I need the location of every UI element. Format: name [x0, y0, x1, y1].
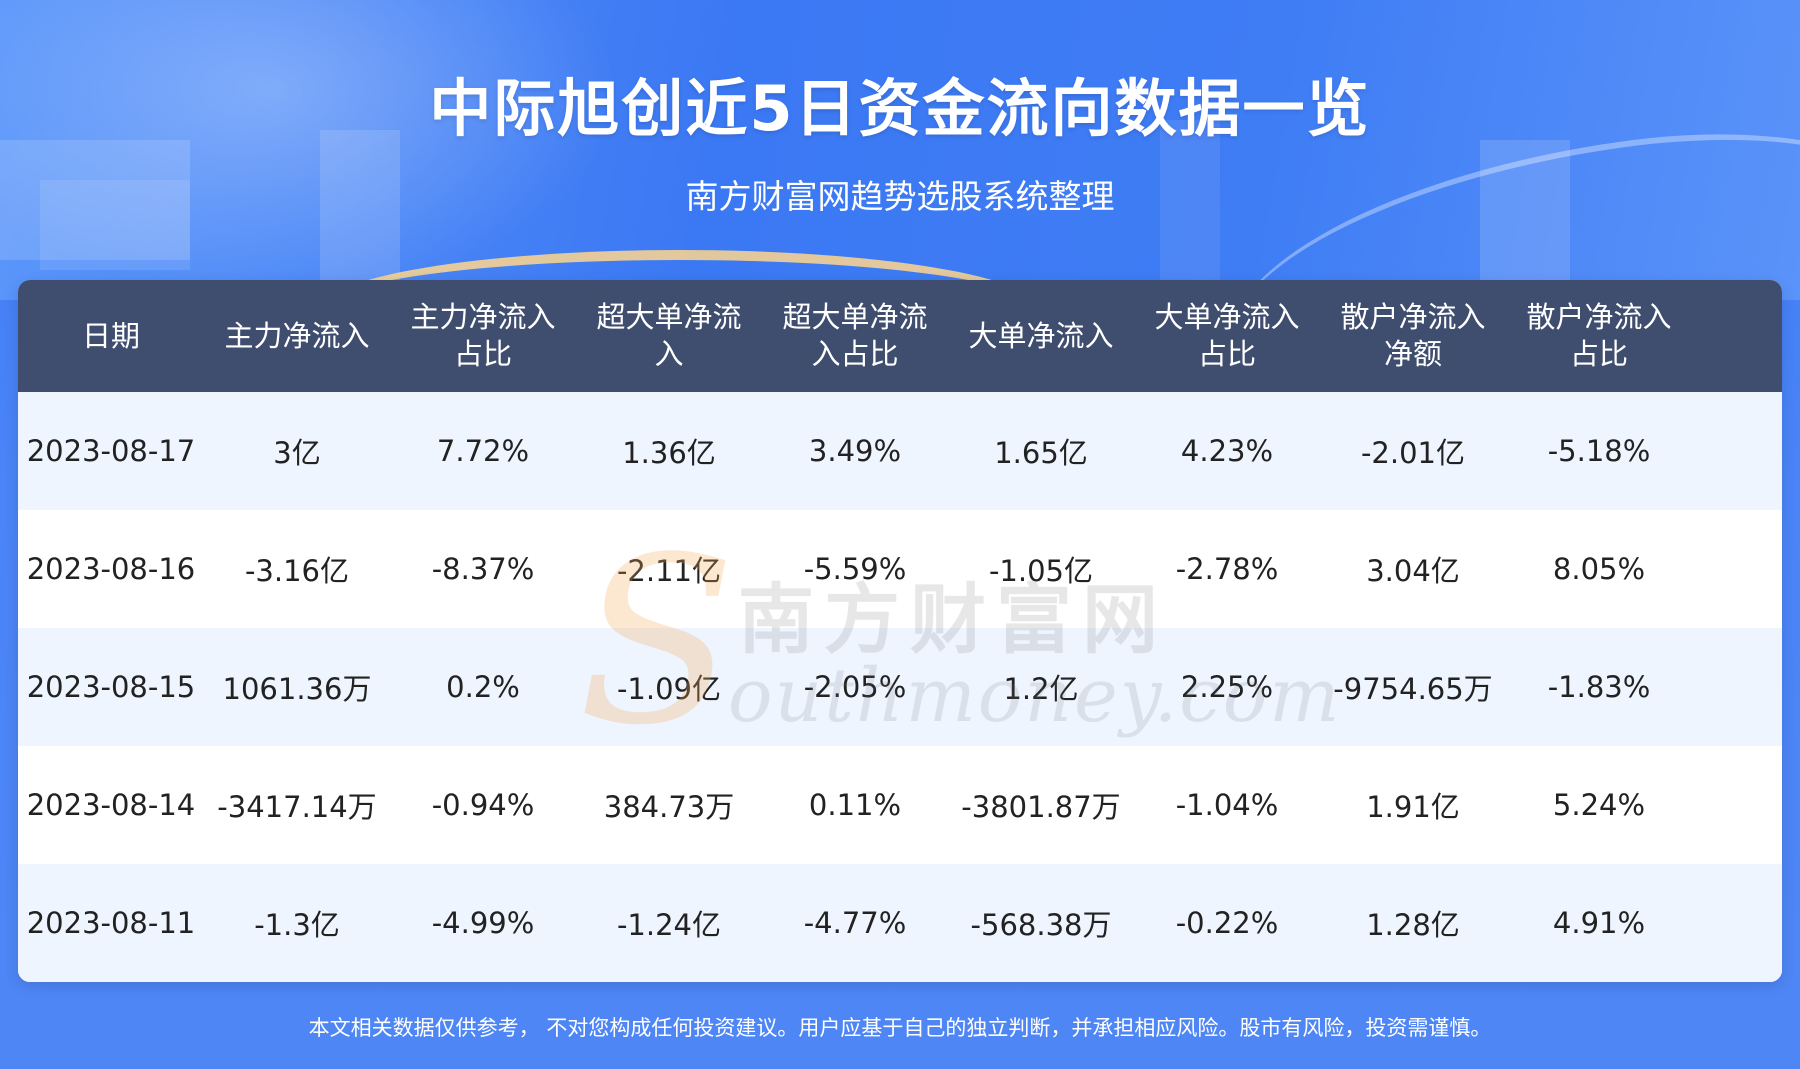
cell-large-net-inflow: -568.38万 [970, 908, 1112, 942]
cell-main-net-inflow: -1.3亿 [254, 908, 340, 942]
cell-date: 2023-08-17 [26, 434, 196, 468]
header-retail-net-inflow-amount: 散户净流入 净额 [1340, 300, 1486, 371]
cell-retail-net-inflow-amount: 1.28亿 [1366, 908, 1460, 942]
cell-super-large-net-inflow-ratio: 0.11% [808, 788, 902, 822]
cell-main-net-inflow: 1061.36万 [222, 672, 372, 706]
table-row: 2023-08-15 1061.36万 0.2% -1.09亿 -2.05% 1… [18, 628, 1782, 746]
header-main-net-inflow: 主力净流入 [224, 318, 370, 353]
cell-large-net-inflow-ratio: -2.78% [1175, 552, 1279, 586]
cell-retail-net-inflow-ratio: 5.24% [1552, 788, 1646, 822]
cell-main-net-inflow: -3417.14万 [217, 790, 377, 824]
cell-super-large-net-inflow-ratio: -2.05% [803, 670, 907, 704]
header-background [0, 0, 1800, 300]
cell-retail-net-inflow-amount: -2.01亿 [1360, 436, 1466, 470]
cell-super-large-net-inflow-ratio: -4.77% [803, 906, 907, 940]
cell-large-net-inflow: 1.2亿 [1003, 672, 1079, 706]
cell-date: 2023-08-16 [26, 552, 196, 586]
table-row: 2023-08-16 -3.16亿 -8.37% -2.11亿 -5.59% -… [18, 510, 1782, 628]
table-header-row: 日期 主力净流入 主力净流入 占比 超大单净流入 超大单净流 入占比 大单净流入 大… [18, 280, 1782, 392]
cell-super-large-net-inflow-ratio: 3.49% [808, 434, 902, 468]
cell-large-net-inflow-ratio: -1.04% [1175, 788, 1279, 822]
cell-super-large-net-inflow: 1.36亿 [622, 436, 716, 470]
table-row: 2023-08-14 -3417.14万 -0.94% 384.73万 0.11… [18, 746, 1782, 864]
page-title: 中际旭创近5日资金流向数据一览 [429, 72, 1371, 145]
cell-date: 2023-08-15 [26, 670, 196, 704]
table-row: 2023-08-11 -1.3亿 -4.99% -1.24亿 -4.77% -5… [18, 864, 1782, 982]
cell-super-large-net-inflow: 384.73万 [603, 790, 735, 824]
cell-large-net-inflow: -3801.87万 [961, 790, 1121, 824]
cell-large-net-inflow-ratio: -0.22% [1175, 906, 1279, 940]
cell-retail-net-inflow-amount: 1.91亿 [1366, 790, 1460, 824]
cell-retail-net-inflow-ratio: -5.18% [1547, 434, 1651, 468]
header-date: 日期 [81, 318, 140, 353]
cell-super-large-net-inflow: -1.09亿 [616, 672, 722, 706]
cell-main-net-inflow-ratio: -8.37% [431, 552, 535, 586]
header-retail-net-inflow-ratio: 散户净流入 占比 [1526, 300, 1672, 371]
cell-retail-net-inflow-ratio: -1.83% [1547, 670, 1651, 704]
cell-date: 2023-08-11 [26, 906, 196, 940]
cell-retail-net-inflow-ratio: 4.91% [1552, 906, 1646, 940]
header-super-large-net-inflow: 超大单净流入 [596, 300, 742, 371]
header-large-net-inflow-ratio: 大单净流入 占比 [1154, 300, 1300, 371]
cell-large-net-inflow-ratio: 4.23% [1180, 434, 1274, 468]
cell-main-net-inflow: -3.16亿 [244, 554, 350, 588]
cell-large-net-inflow-ratio: 2.25% [1180, 670, 1274, 704]
header-main-net-inflow-ratio: 主力净流入 占比 [410, 300, 556, 371]
cell-main-net-inflow-ratio: 7.72% [436, 434, 530, 468]
table-body: 2023-08-17 3亿 7.72% 1.36亿 3.49% 1.65亿 4.… [18, 392, 1782, 982]
cell-date: 2023-08-14 [26, 788, 196, 822]
cell-large-net-inflow: 1.65亿 [994, 436, 1088, 470]
cell-main-net-inflow-ratio: -0.94% [431, 788, 535, 822]
header-super-large-net-inflow-ratio: 超大单净流 入占比 [782, 300, 928, 371]
header-large-net-inflow: 大单净流入 [968, 318, 1114, 353]
cell-large-net-inflow: -1.05亿 [988, 554, 1094, 588]
fund-flow-table-card: 日期 主力净流入 主力净流入 占比 超大单净流入 超大单净流 入占比 大单净流入 大… [18, 280, 1782, 982]
cell-main-net-inflow-ratio: -4.99% [431, 906, 535, 940]
cell-super-large-net-inflow: -1.24亿 [616, 908, 722, 942]
footer-disclaimer: 本文相关数据仅供参考， 不对您构成任何投资建议。用户应基于自己的独立判断，并承担… [308, 1016, 1492, 1040]
page-subtitle: 南方财富网趋势选股系统整理 [685, 177, 1115, 216]
cell-retail-net-inflow-amount: 3.04亿 [1366, 554, 1460, 588]
cell-retail-net-inflow-amount: -9754.65万 [1333, 672, 1493, 706]
table-row: 2023-08-17 3亿 7.72% 1.36亿 3.49% 1.65亿 4.… [18, 392, 1782, 510]
cell-super-large-net-inflow-ratio: -5.59% [803, 552, 907, 586]
cell-main-net-inflow: 3亿 [273, 436, 321, 470]
cell-super-large-net-inflow: -2.11亿 [616, 554, 722, 588]
cell-main-net-inflow-ratio: 0.2% [446, 670, 520, 704]
cell-retail-net-inflow-ratio: 8.05% [1552, 552, 1646, 586]
